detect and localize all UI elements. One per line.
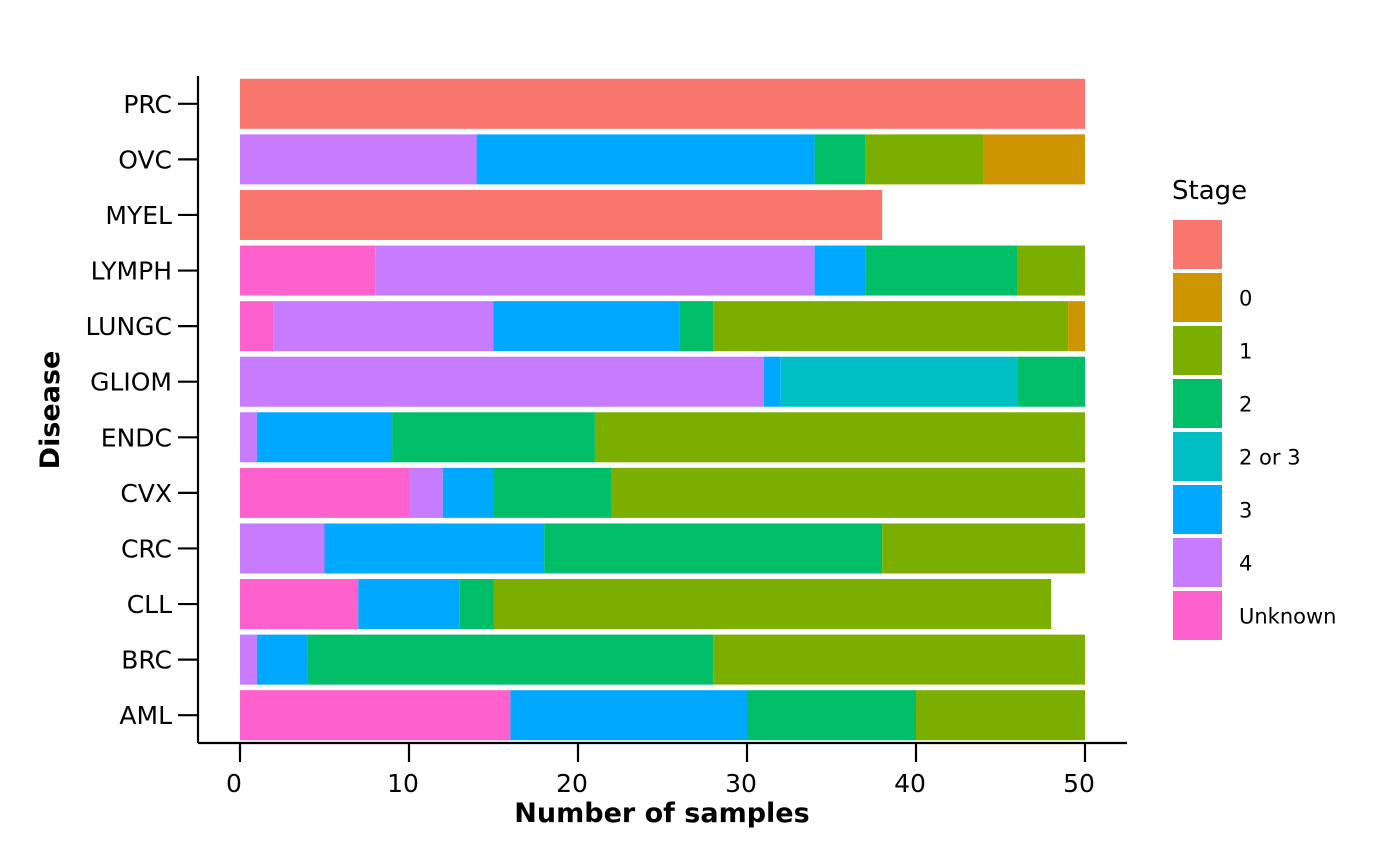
bar-cll-stage-3 [358, 579, 460, 630]
bar-brc-stage-3 [256, 634, 308, 685]
bar-ovc-stage-0 [983, 134, 1085, 185]
bar-lymph-stage-1 [1017, 245, 1085, 296]
bar-aml-stage-3 [510, 690, 747, 741]
y-tick-label: GLIOM [90, 368, 172, 397]
y-tick-label: AML [119, 701, 172, 730]
bar-crc-stage-2 [544, 523, 883, 574]
x-ticks: 0 10 20 30 40 50 [226, 743, 1095, 798]
bar-cvx-stage-4 [409, 467, 443, 518]
y-tick-label: CLL [127, 590, 172, 619]
bar-prc-stage-blank [240, 78, 1085, 129]
bar-gliom-stage-2 [1017, 356, 1085, 407]
bar-endc-stage-3 [256, 412, 393, 463]
legend-key [1173, 432, 1222, 481]
axes-layer [196, 76, 1127, 745]
bar-cvx-stage-2 [493, 467, 612, 518]
legend-key [1173, 220, 1222, 269]
bar-aml-stage-2 [747, 690, 916, 741]
bar-crc-stage-4 [240, 523, 325, 574]
y-tick-label: CRC [121, 534, 172, 563]
y-tick-label: OVC [118, 145, 172, 174]
bar-cvx-stage-1 [611, 467, 1085, 518]
legend-label: 4 [1239, 552, 1252, 576]
bar-cll-stage-unknown [240, 579, 359, 630]
y-axis-title: Disease [35, 351, 66, 470]
y-tick-label: LYMPH [91, 257, 172, 286]
x-tick-label: 10 [387, 769, 419, 798]
bar-crc-stage-1 [882, 523, 1085, 574]
y-tick-label: PRC [123, 90, 172, 119]
bar-lungc-stage-3 [493, 301, 680, 352]
bar-gliom-stage-3 [763, 356, 781, 407]
bar-endc-stage-4 [240, 412, 257, 463]
bars-layer [240, 78, 1085, 741]
legend-key [1173, 379, 1222, 428]
bar-brc-stage-4 [240, 634, 257, 685]
bar-gliom-stage-2-or-3 [780, 356, 1018, 407]
legend-key [1173, 326, 1222, 375]
bar-lungc-stage-0 [1068, 301, 1085, 352]
legend-key [1173, 591, 1222, 640]
legend-key [1173, 273, 1222, 322]
x-tick-label: 40 [894, 769, 926, 798]
bar-aml-stage-unknown [240, 690, 511, 741]
legend-key [1173, 538, 1222, 587]
bar-endc-stage-2 [392, 412, 595, 463]
y-tick-label: LUNGC [85, 312, 172, 341]
bar-cll-stage-1 [493, 579, 1052, 630]
bar-gliom-stage-4 [240, 356, 764, 407]
bar-brc-stage-2 [307, 634, 714, 685]
x-tick-label: 20 [556, 769, 588, 798]
legend-label: Unknown [1239, 605, 1336, 629]
bar-ovc-stage-4 [240, 134, 477, 185]
bar-crc-stage-3 [324, 523, 545, 574]
legend-key [1173, 485, 1222, 534]
bar-brc-stage-1 [713, 634, 1085, 685]
bar-lymph-stage-2 [865, 245, 1018, 296]
legend-title: Stage [1172, 176, 1247, 206]
y-tick-label: ENDC [101, 423, 172, 452]
bar-cvx-stage-3 [442, 467, 494, 518]
bar-ovc-stage-3 [476, 134, 815, 185]
y-ticks: PRC OVC MYEL LYMPH LUNGC GLIOM ENDC CVX CRC CLL BR… [85, 90, 198, 730]
bar-cll-stage-2 [459, 579, 494, 630]
y-tick-label: MYEL [105, 201, 172, 230]
legend-label: 1 [1239, 340, 1252, 364]
bar-ovc-stage-2 [814, 134, 866, 185]
legend-label: 2 [1239, 393, 1252, 417]
bar-myel-stage-blank [240, 189, 883, 240]
legend-label: 3 [1239, 499, 1252, 523]
bar-cvx-stage-unknown [240, 467, 409, 518]
legend: Stage 0 1 2 2 or 3 3 4 Unknown [1172, 176, 1336, 640]
bar-lungc-stage-2 [679, 301, 714, 352]
bar-lymph-stage-unknown [240, 245, 376, 296]
bar-lungc-stage-unknown [240, 301, 274, 352]
bar-endc-stage-1 [594, 412, 1085, 463]
bar-lymph-stage-3 [814, 245, 866, 296]
bar-aml-stage-1 [916, 690, 1085, 741]
legend-label: 0 [1239, 287, 1252, 311]
x-tick-label: 0 [226, 769, 242, 798]
bar-lymph-stage-4 [375, 245, 815, 296]
x-tick-label: 30 [725, 769, 757, 798]
y-tick-label: CVX [120, 479, 172, 508]
bar-ovc-stage-1 [865, 134, 984, 185]
legend-label: 2 or 3 [1239, 446, 1301, 470]
x-tick-label: 50 [1063, 769, 1095, 798]
x-axis-title: Number of samples [514, 798, 809, 829]
bar-lungc-stage-1 [713, 301, 1069, 352]
bar-lungc-stage-4 [273, 301, 494, 352]
y-tick-label: BRC [121, 646, 172, 675]
